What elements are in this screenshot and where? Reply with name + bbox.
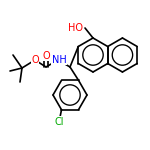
Text: Cl: Cl [55, 117, 64, 127]
Text: HO: HO [68, 23, 83, 33]
Text: O: O [31, 55, 39, 65]
Text: O: O [42, 51, 50, 61]
Text: NH: NH [52, 55, 66, 65]
